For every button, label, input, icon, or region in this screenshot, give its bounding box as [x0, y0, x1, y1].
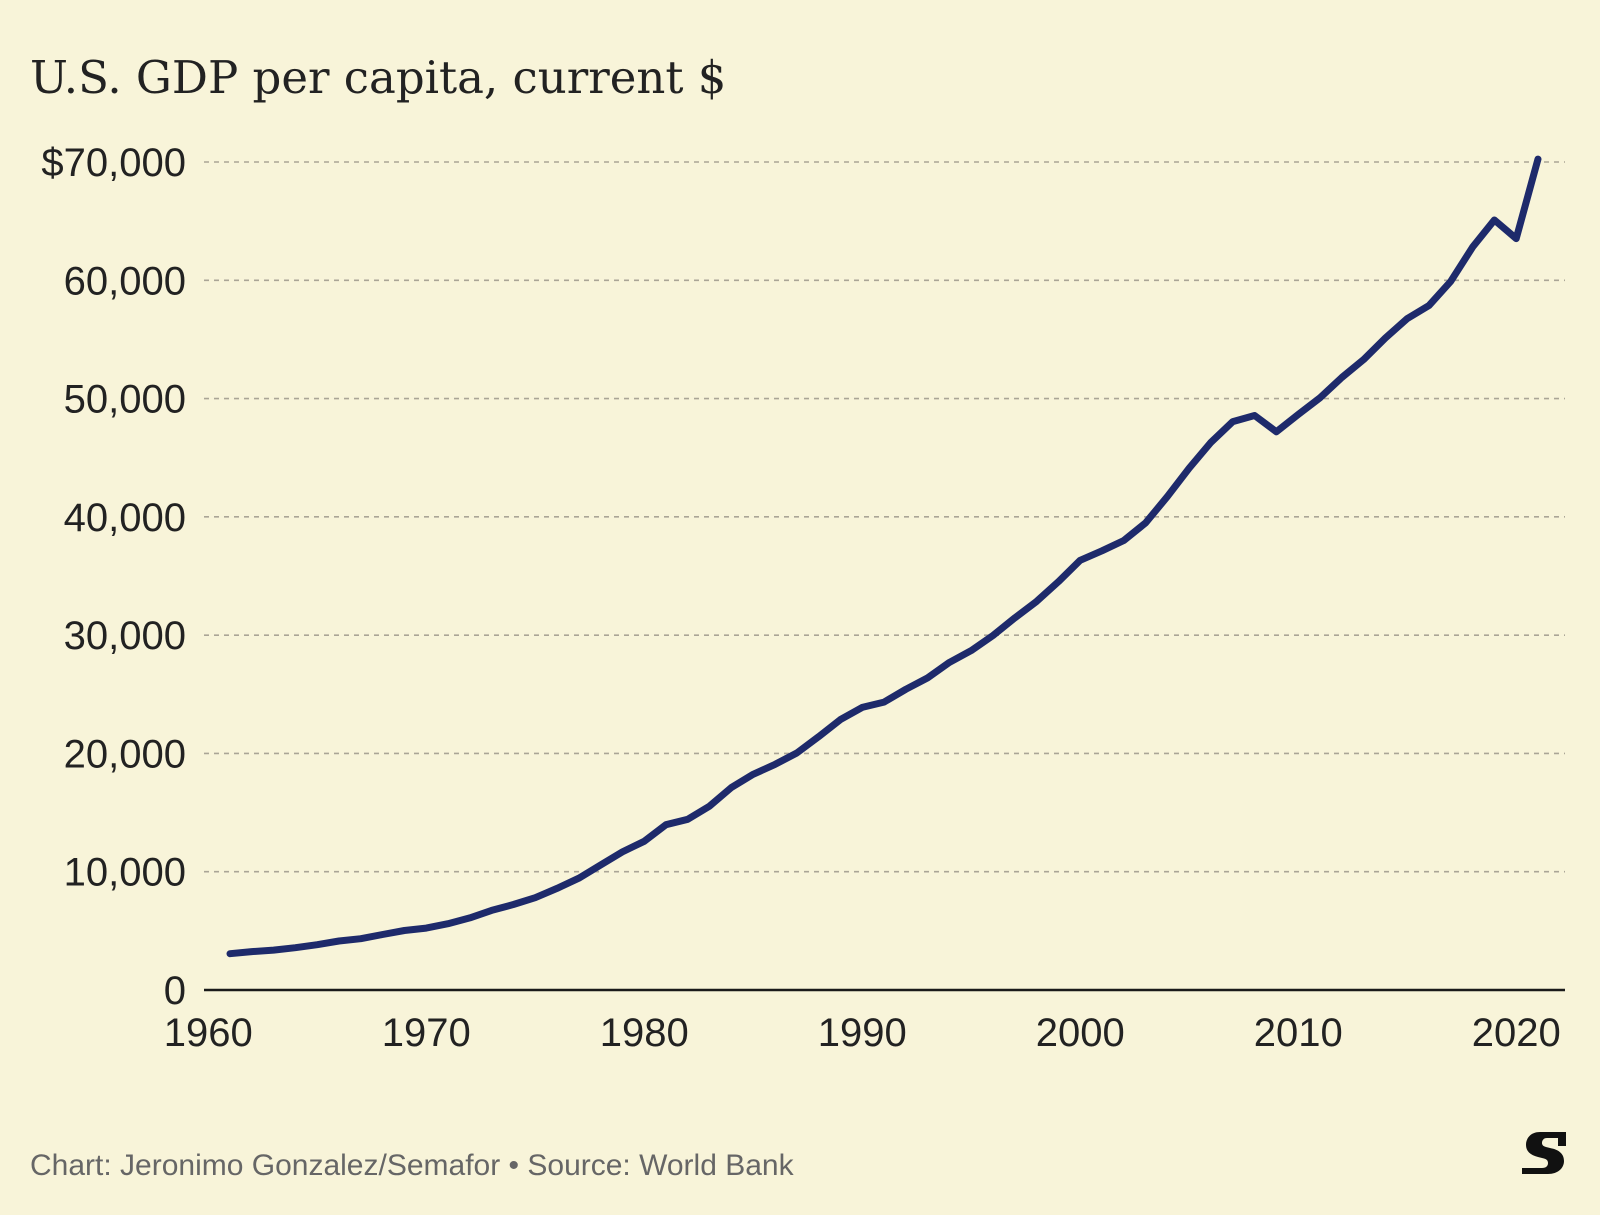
x-tick-label: 2010	[1254, 1011, 1343, 1055]
x-tick-label: 1970	[382, 1011, 471, 1055]
x-tick-label: 1990	[818, 1011, 907, 1055]
y-tick-label: 0	[164, 969, 186, 1013]
chart-credit: Chart: Jeronimo Gonzalez/Semafor • Sourc…	[30, 1149, 794, 1182]
x-tick-label: 2020	[1472, 1011, 1561, 1055]
x-tick-label: 1960	[164, 1011, 253, 1055]
y-tick-label: 20,000	[64, 732, 186, 776]
y-tick-label: 60,000	[64, 259, 186, 303]
y-tick-label: 40,000	[64, 496, 186, 540]
y-tick-label: $70,000	[41, 141, 186, 185]
y-tick-label: 10,000	[64, 851, 186, 895]
x-tick-label: 1980	[600, 1011, 689, 1055]
y-tick-label: 30,000	[64, 614, 186, 658]
grid-lines	[204, 161, 1565, 873]
x-axis-tick-labels: 1960 1970 1980 1990 2000 2010 2020	[164, 1011, 1561, 1055]
semafor-logo-icon	[1518, 1126, 1570, 1178]
y-tick-label: 50,000	[64, 378, 186, 422]
x-tick-label: 2000	[1036, 1011, 1125, 1055]
chart-title: U.S. GDP per capita, current $	[30, 51, 727, 104]
gdp-per-capita-line	[226, 155, 1542, 958]
y-axis-tick-labels: 0 10,000 20,000 30,000 40,000 50,000 60,000 $70…	[41, 141, 186, 1013]
